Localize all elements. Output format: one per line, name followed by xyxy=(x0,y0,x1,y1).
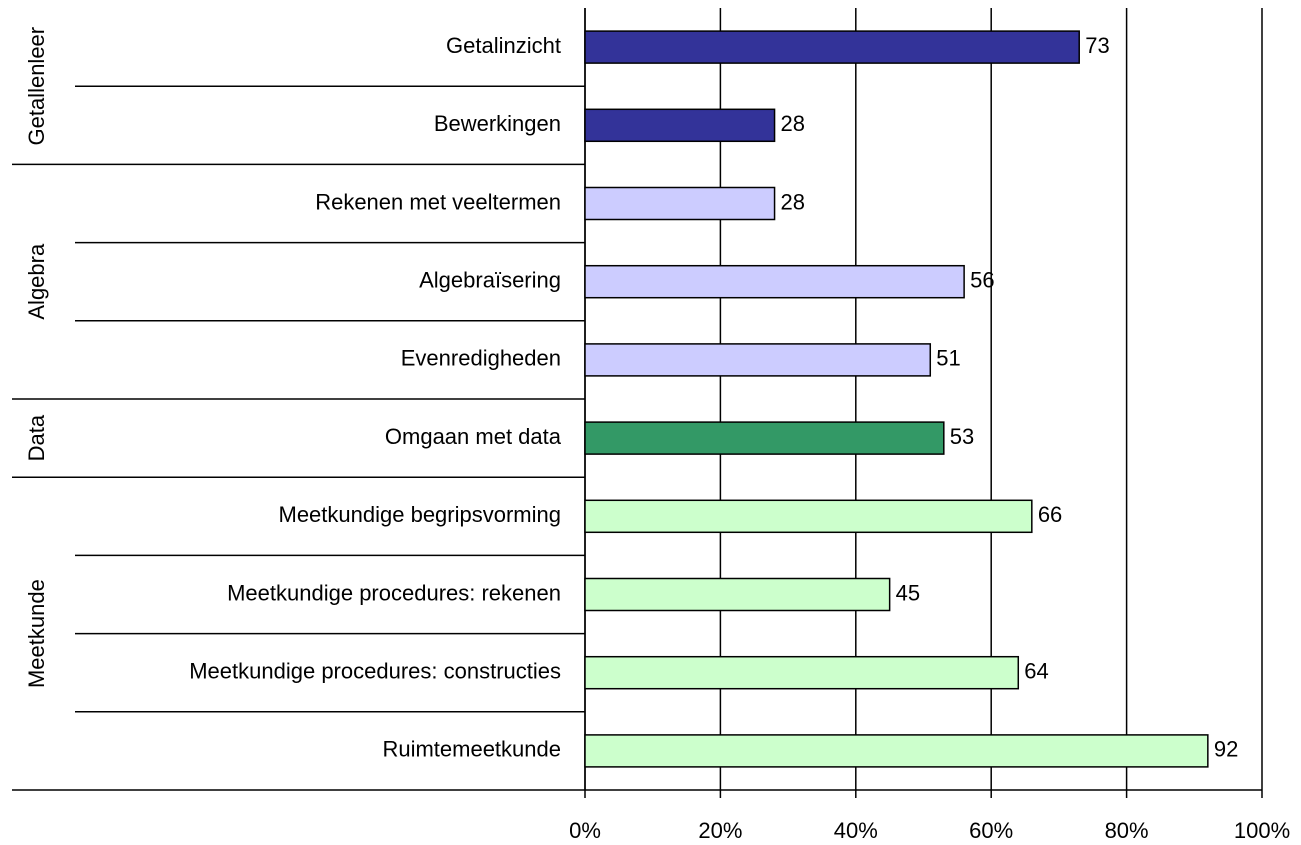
category-label: Getalinzicht xyxy=(446,33,561,58)
x-tick-label: 100% xyxy=(1234,818,1290,843)
bar xyxy=(584,30,1080,64)
bar xyxy=(584,343,932,377)
x-tick-label: 60% xyxy=(969,818,1013,843)
category-label: Algebraïsering xyxy=(419,268,561,293)
value-label: 73 xyxy=(1085,33,1109,58)
bar xyxy=(584,499,1033,534)
bar xyxy=(584,421,945,455)
value-label: 28 xyxy=(781,189,805,214)
category-label: Rekenen met veeltermen xyxy=(315,189,561,214)
x-tick-label: 20% xyxy=(698,818,742,843)
value-label: 66 xyxy=(1038,502,1062,527)
value-label: 64 xyxy=(1024,659,1048,684)
category-label: Ruimtemeetkunde xyxy=(382,737,561,762)
bar xyxy=(584,577,891,612)
value-label: 92 xyxy=(1214,737,1238,762)
bar xyxy=(584,108,776,143)
group-label: Data xyxy=(24,414,49,461)
category-label: Bewerkingen xyxy=(434,111,561,136)
group-label: Meetkunde xyxy=(24,579,49,688)
bar xyxy=(584,655,1020,690)
value-label: 56 xyxy=(970,268,994,293)
category-label: Meetkundige begripsvorming xyxy=(279,502,562,527)
value-label: 28 xyxy=(781,111,805,136)
group-label: Algebra xyxy=(24,243,49,320)
bar xyxy=(584,186,776,221)
value-label: 53 xyxy=(950,424,974,449)
bar xyxy=(584,264,965,299)
bar xyxy=(584,734,1209,768)
x-tick-label: 0% xyxy=(569,818,601,843)
value-label: 45 xyxy=(896,580,920,605)
x-tick-label: 40% xyxy=(834,818,878,843)
category-label: Omgaan met data xyxy=(385,424,562,449)
x-tick-label: 80% xyxy=(1105,818,1149,843)
value-label: 51 xyxy=(936,346,960,371)
category-label: Meetkundige procedures: rekenen xyxy=(227,580,561,605)
category-label: Evenredigheden xyxy=(401,346,561,371)
group-label: Getallenleer xyxy=(24,27,49,146)
category-label: Meetkundige procedures: constructies xyxy=(189,659,561,684)
